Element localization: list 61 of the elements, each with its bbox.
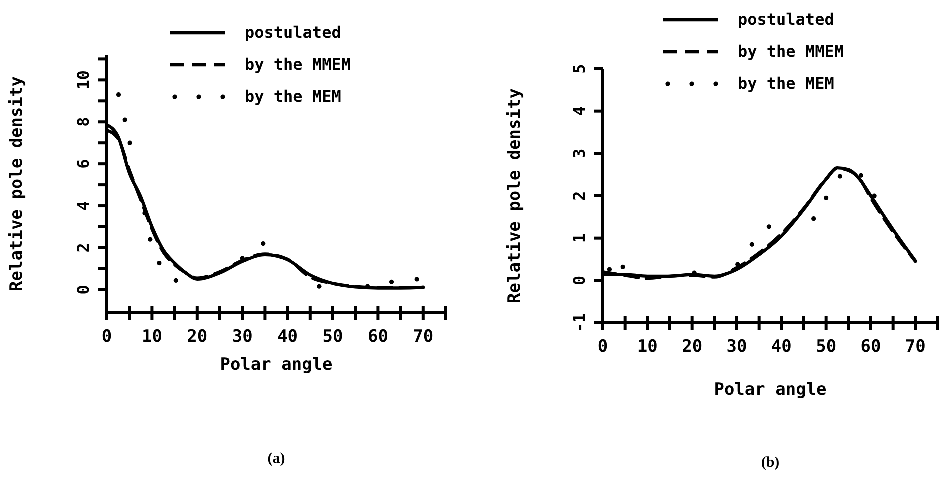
x-tick-label: 0	[102, 327, 112, 348]
point	[389, 280, 394, 284]
y-tick-label: 2	[570, 191, 589, 201]
point	[148, 237, 153, 242]
point	[174, 278, 178, 283]
x-tick-label: 70	[413, 327, 434, 348]
y-tick-label: 4	[570, 106, 589, 116]
legend-label: by the MMEM	[738, 42, 844, 61]
y-tick-label: -1	[570, 313, 589, 333]
x-tick-label: 50	[322, 327, 344, 348]
legend-label: by the MEM	[245, 87, 342, 106]
point	[414, 277, 420, 282]
y-tick-label: 10	[74, 70, 93, 90]
point	[858, 173, 864, 178]
y-tick-label: 3	[570, 148, 589, 158]
y-tick-label: 4	[74, 201, 93, 211]
point	[736, 262, 740, 267]
y-tick-label: 5	[570, 64, 589, 74]
point	[317, 284, 322, 289]
x-tick-label: 50	[816, 337, 837, 358]
point	[838, 174, 842, 179]
text: (b)	[761, 455, 780, 471]
point	[157, 260, 162, 266]
x-tick-label: 10	[142, 327, 162, 348]
point	[128, 140, 132, 146]
y-axis-title: Relative pole density	[505, 88, 525, 304]
x-tick-label: 70	[905, 337, 926, 358]
point	[620, 264, 626, 270]
point	[824, 196, 829, 200]
x-tick-label: 10	[637, 337, 658, 358]
point	[872, 194, 877, 198]
text: (a)	[268, 451, 286, 467]
point	[766, 224, 772, 230]
point	[607, 267, 612, 272]
x-tick-label: 0	[598, 337, 608, 358]
y-tick-label: 8	[74, 117, 93, 127]
x-tick-label: 30	[726, 337, 748, 358]
y-tick-label: 2	[74, 243, 93, 253]
y-tick-label: 1	[570, 234, 589, 244]
point	[116, 92, 122, 98]
x-axis-title: Polar angle	[714, 380, 827, 400]
x-tick-label: 60	[860, 337, 882, 358]
point	[812, 216, 816, 222]
point	[261, 241, 266, 246]
x-tick-label: 20	[187, 327, 208, 348]
point	[122, 118, 128, 122]
y-tick-label: 6	[74, 159, 93, 169]
legend-label: by the MMEM	[245, 55, 351, 74]
point	[750, 242, 754, 247]
x-tick-label: 40	[278, 327, 298, 348]
y-tick-label: 0	[570, 276, 589, 286]
legend-label: postulated	[245, 23, 342, 42]
legend-label: postulated	[738, 10, 834, 29]
x-tick-label: 60	[368, 327, 388, 348]
x-axis-title: Polar angle	[220, 355, 333, 375]
y-axis-title: Relative pole density	[7, 76, 27, 292]
x-tick-label: 30	[232, 327, 253, 348]
y-tick-label: 0	[74, 285, 93, 295]
x-tick-label: 20	[682, 337, 703, 358]
x-tick-label: 40	[771, 337, 792, 358]
legend-label: by the MEM	[738, 74, 834, 93]
